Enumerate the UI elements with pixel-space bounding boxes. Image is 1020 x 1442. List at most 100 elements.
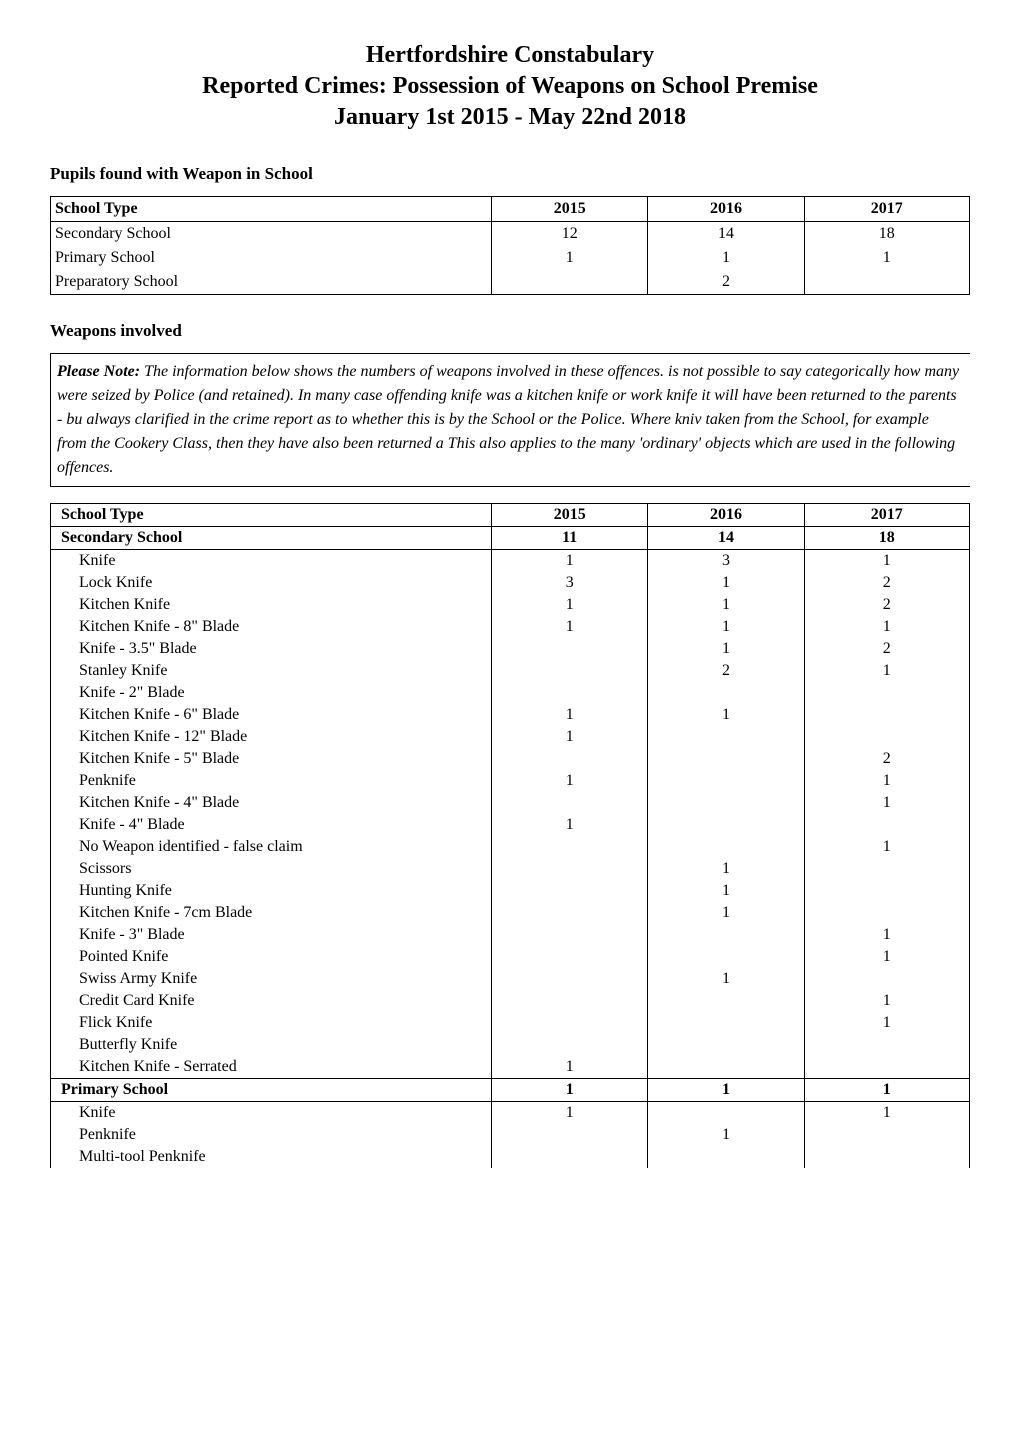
- cell: [804, 726, 969, 748]
- cell: 1: [492, 726, 648, 748]
- group-total: 14: [648, 526, 804, 549]
- cell: [648, 814, 804, 836]
- item-label: Kitchen Knife - 8" Blade: [51, 616, 492, 638]
- cell: 1: [648, 968, 804, 990]
- cell: [648, 924, 804, 946]
- cell: [648, 1146, 804, 1168]
- item-label: Credit Card Knife: [51, 990, 492, 1012]
- weapons-table-header: School Type 2015 2016 2017: [51, 503, 970, 526]
- cell: [648, 836, 804, 858]
- cell: 1: [648, 858, 804, 880]
- section2-heading: Weapons involved: [50, 321, 970, 341]
- table-row: Pointed Knife1: [51, 946, 970, 968]
- title-line-3: January 1st 2015 - May 22nd 2018: [50, 102, 970, 133]
- table-row: Flick Knife1: [51, 1012, 970, 1034]
- document-title: Hertfordshire Constabulary Reported Crim…: [50, 40, 970, 134]
- table-row: Penknife11: [51, 770, 970, 792]
- cell: [648, 1012, 804, 1034]
- please-note-box: Please Note: The information below shows…: [50, 353, 970, 487]
- item-label: Stanley Knife: [51, 660, 492, 682]
- cell: [648, 1034, 804, 1056]
- table-row: No Weapon identified - false claim1: [51, 836, 970, 858]
- cell: 2: [648, 270, 804, 295]
- cell: [804, 902, 969, 924]
- cell: 2: [804, 572, 969, 594]
- table-row: Primary School111: [51, 246, 970, 270]
- cell: 18: [804, 221, 969, 246]
- table-row: Hunting Knife1: [51, 880, 970, 902]
- cell: [492, 880, 648, 902]
- table-row: Penknife1: [51, 1124, 970, 1146]
- group-total: 11: [492, 526, 648, 549]
- table-row: Multi-tool Penknife: [51, 1146, 970, 1168]
- cell: 1: [804, 924, 969, 946]
- cell: [492, 1146, 648, 1168]
- item-label: Penknife: [51, 770, 492, 792]
- group-total: 1: [492, 1078, 648, 1101]
- weapons-table: School Type 2015 2016 2017 Secondary Sch…: [50, 503, 970, 1168]
- cell: 1: [804, 549, 969, 572]
- row-label: Primary School: [51, 246, 492, 270]
- section1-heading: Pupils found with Weapon in School: [50, 164, 970, 184]
- cell: [492, 748, 648, 770]
- cell: [648, 946, 804, 968]
- col-school-type: School Type: [51, 196, 492, 221]
- cell: 1: [804, 770, 969, 792]
- table-row: Knife131: [51, 549, 970, 572]
- cell: 1: [648, 594, 804, 616]
- cell: [492, 270, 648, 295]
- table-row: Scissors 1: [51, 858, 970, 880]
- cell: 1: [492, 1101, 648, 1124]
- item-label: Scissors: [51, 858, 492, 880]
- cell: 1: [804, 792, 969, 814]
- group-total: 18: [804, 526, 969, 549]
- table-row: Secondary School121418: [51, 221, 970, 246]
- item-label: Knife - 2" Blade: [51, 682, 492, 704]
- cell: [804, 1056, 969, 1079]
- title-line-1: Hertfordshire Constabulary: [50, 40, 970, 71]
- cell: [804, 270, 969, 295]
- item-label: Multi-tool Penknife: [51, 1146, 492, 1168]
- table-row: Stanley Knife21: [51, 660, 970, 682]
- item-label: Kitchen Knife - 6" Blade: [51, 704, 492, 726]
- wcol-2015: 2015: [492, 503, 648, 526]
- cell: 1: [648, 638, 804, 660]
- cell: 1: [492, 704, 648, 726]
- item-label: Swiss Army Knife: [51, 968, 492, 990]
- table-row: Lock Knife312: [51, 572, 970, 594]
- table-row: Kitchen Knife - 12" Blade1: [51, 726, 970, 748]
- cell: 1: [648, 902, 804, 924]
- cell: [492, 836, 648, 858]
- group-row: Primary School111: [51, 1078, 970, 1101]
- cell: [492, 792, 648, 814]
- item-label: Knife: [51, 549, 492, 572]
- item-label: Pointed Knife: [51, 946, 492, 968]
- cell: [648, 682, 804, 704]
- item-label: Kitchen Knife: [51, 594, 492, 616]
- table-row: Swiss Army Knife 1: [51, 968, 970, 990]
- cell: [492, 1034, 648, 1056]
- cell: [492, 682, 648, 704]
- cell: 1: [648, 246, 804, 270]
- cell: [492, 990, 648, 1012]
- item-label: Flick Knife: [51, 1012, 492, 1034]
- cell: 1: [804, 990, 969, 1012]
- cell: [804, 1124, 969, 1146]
- group-row: Secondary School111418: [51, 526, 970, 549]
- item-label: Knife - 4" Blade: [51, 814, 492, 836]
- cell: [492, 924, 648, 946]
- group-label: Primary School: [51, 1078, 492, 1101]
- cell: [804, 1146, 969, 1168]
- table-row: Kitchen Knife - 6" Blade11: [51, 704, 970, 726]
- cell: 14: [648, 221, 804, 246]
- cell: [648, 748, 804, 770]
- item-label: Butterfly Knife: [51, 1034, 492, 1056]
- cell: 1: [648, 880, 804, 902]
- row-label: Preparatory School: [51, 270, 492, 295]
- item-label: Kitchen Knife - 7cm Blade: [51, 902, 492, 924]
- table-row: Kitchen Knife - Serrated1: [51, 1056, 970, 1079]
- wcol-2016: 2016: [648, 503, 804, 526]
- cell: 1: [804, 246, 969, 270]
- cell: 1: [804, 1101, 969, 1124]
- col-2015: 2015: [492, 196, 648, 221]
